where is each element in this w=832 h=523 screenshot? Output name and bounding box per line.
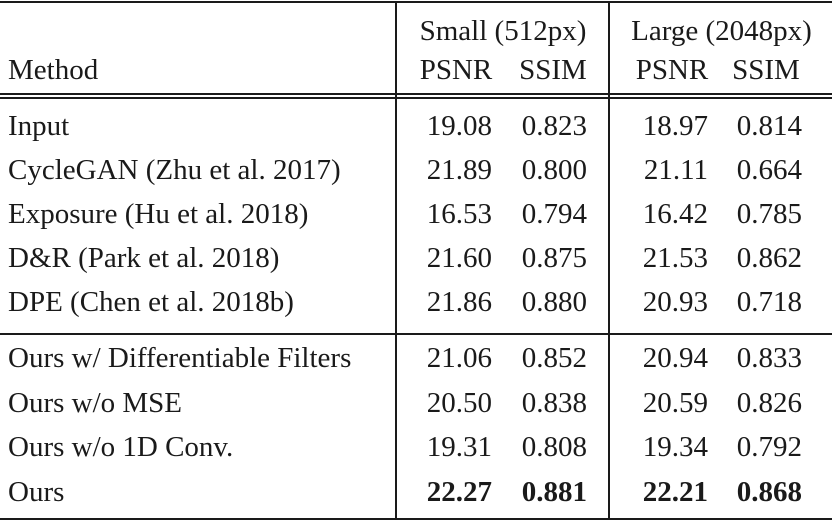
large-psnr-cell: 22.21 (642, 475, 708, 508)
large-psnr-cell: 21.53 (642, 242, 708, 274)
method-cell: Ours w/o 1D Conv. (8, 431, 234, 463)
small-psnr-cell: 21.86 (426, 286, 492, 318)
large-ssim-cell: 0.862 (736, 242, 802, 274)
section-rule (0, 333, 832, 335)
method-cell: DPE (Chen et al. 2018b) (8, 286, 294, 318)
large-ssim-cell: 0.868 (736, 475, 802, 508)
small-ssim-cell: 0.794 (521, 198, 587, 230)
small-psnr-cell: 20.50 (426, 386, 492, 419)
large-psnr-cell: 20.94 (642, 342, 708, 374)
large-psnr-cell: 18.97 (642, 110, 708, 142)
large-psnr-cell: 20.59 (642, 386, 708, 419)
large-ssim-cell: 0.664 (736, 154, 802, 186)
header-rule-1 (0, 93, 832, 95)
small-ssim-cell: 0.852 (521, 342, 587, 374)
method-cell: CycleGAN (Zhu et al. 2017) (8, 154, 341, 186)
large-ssim-cell: 0.785 (736, 198, 802, 230)
small-ssim-cell: 0.808 (521, 431, 587, 463)
metric-header-large-ssim: SSIM (732, 54, 800, 86)
small-ssim-cell: 0.881 (521, 475, 587, 508)
large-psnr-cell: 19.34 (642, 431, 708, 463)
large-ssim-cell: 0.792 (736, 431, 802, 463)
column-divider-right (608, 1, 610, 520)
method-cell: Ours w/o MSE (8, 386, 183, 419)
header-rule-2 (0, 97, 832, 99)
top-rule (0, 1, 832, 3)
method-cell: Exposure (Hu et al. 2018) (8, 198, 309, 230)
large-ssim-cell: 0.814 (736, 110, 802, 142)
method-cell: Input (8, 110, 70, 142)
small-psnr-cell: 19.08 (426, 110, 492, 142)
large-psnr-cell: 16.42 (642, 198, 708, 230)
method-cell: D&R (Park et al. 2018) (8, 242, 280, 274)
small-psnr-cell: 19.31 (426, 431, 492, 463)
column-divider-left (395, 1, 397, 520)
small-psnr-cell: 21.89 (426, 154, 492, 186)
small-ssim-cell: 0.800 (521, 154, 587, 186)
large-ssim-cell: 0.826 (736, 386, 802, 419)
large-ssim-cell: 0.833 (736, 342, 802, 374)
small-psnr-cell: 16.53 (426, 198, 492, 230)
small-psnr-cell: 22.27 (426, 475, 492, 508)
large-psnr-cell: 20.93 (642, 286, 708, 318)
method-header: Method (8, 54, 99, 86)
small-psnr-cell: 21.60 (426, 242, 492, 274)
metric-header-small-psnr: PSNR (419, 54, 493, 86)
method-cell: Ours w/ Differentiable Filters (8, 342, 352, 374)
bottom-rule (0, 518, 832, 520)
large-psnr-cell: 21.11 (643, 154, 708, 186)
small-ssim-cell: 0.880 (521, 286, 587, 318)
group-header-large: Large (2048px) (631, 15, 812, 47)
small-ssim-cell: 0.875 (521, 242, 587, 274)
group-header-small: Small (512px) (419, 15, 587, 47)
method-cell: Ours (8, 475, 65, 508)
metric-header-small-ssim: SSIM (519, 54, 587, 86)
small-psnr-cell: 21.06 (426, 342, 492, 374)
metric-header-large-psnr: PSNR (635, 54, 709, 86)
small-ssim-cell: 0.838 (521, 386, 587, 419)
large-ssim-cell: 0.718 (736, 286, 802, 318)
small-ssim-cell: 0.823 (521, 110, 587, 142)
